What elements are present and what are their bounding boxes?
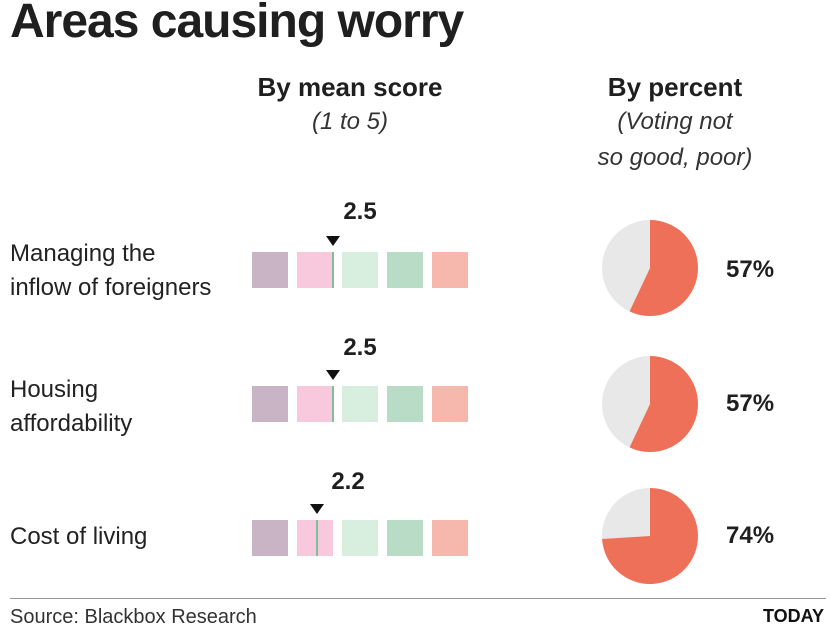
score-marker	[331, 252, 334, 288]
scale-segment	[297, 252, 333, 288]
mean-score-subtitle: (1 to 5)	[311, 108, 389, 135]
percent-header: By percent (Voting not so good, poor)	[560, 70, 790, 176]
scale-segment	[432, 520, 468, 556]
score-label-foreigners: 2.5	[343, 198, 377, 225]
score-pointer-icon	[325, 370, 340, 380]
scale-segment	[342, 520, 378, 556]
scale-segment	[387, 252, 423, 288]
scale-segment	[342, 386, 378, 422]
row-label-cost-of-living: Cost of living	[10, 523, 148, 550]
score-label-housing: 2.5	[343, 334, 377, 361]
brand-logo: TODAY	[762, 606, 824, 626]
pie-value-slice	[629, 356, 698, 452]
percent-title: By percent	[607, 72, 743, 102]
score-label-cost-of-living: 2.2	[331, 468, 365, 495]
score-marker	[331, 386, 334, 422]
row-label-housing: Housing affordability	[10, 376, 133, 437]
source-note: Source: Blackbox Research	[10, 606, 257, 628]
pie-value-slice	[629, 220, 698, 316]
scale-segment	[297, 520, 333, 556]
footer-divider	[10, 598, 826, 599]
scale-segment	[252, 252, 288, 288]
score-marker	[315, 520, 318, 556]
scale-segment	[432, 252, 468, 288]
pie-value-slice	[602, 488, 698, 584]
mean-score-title: By mean score	[257, 72, 443, 102]
scale-segment	[342, 252, 378, 288]
score-pointer-icon	[309, 504, 324, 514]
percent-label-cost-of-living: 74%	[726, 522, 775, 549]
pie-cost-of-living	[602, 488, 698, 584]
scale-segment	[432, 386, 468, 422]
percent-label-housing: 57%	[726, 390, 775, 417]
pie-housing	[602, 356, 698, 452]
chart-title: Areas causing worry	[10, 0, 464, 48]
percent-label-foreigners: 57%	[726, 256, 775, 283]
scale-segment	[297, 386, 333, 422]
percent-subtitle: (Voting not so good, poor)	[597, 108, 753, 171]
pie-foreigners	[602, 220, 698, 316]
scale-segment	[252, 386, 288, 422]
score-pointer-icon	[325, 236, 340, 246]
row-label-foreigners: Managing the inflow of foreigners	[10, 240, 212, 301]
mean-score-header: By mean score (1 to 5)	[230, 70, 470, 140]
scale-segment	[252, 520, 288, 556]
scale-segment	[387, 386, 423, 422]
scale-segment	[387, 520, 423, 556]
